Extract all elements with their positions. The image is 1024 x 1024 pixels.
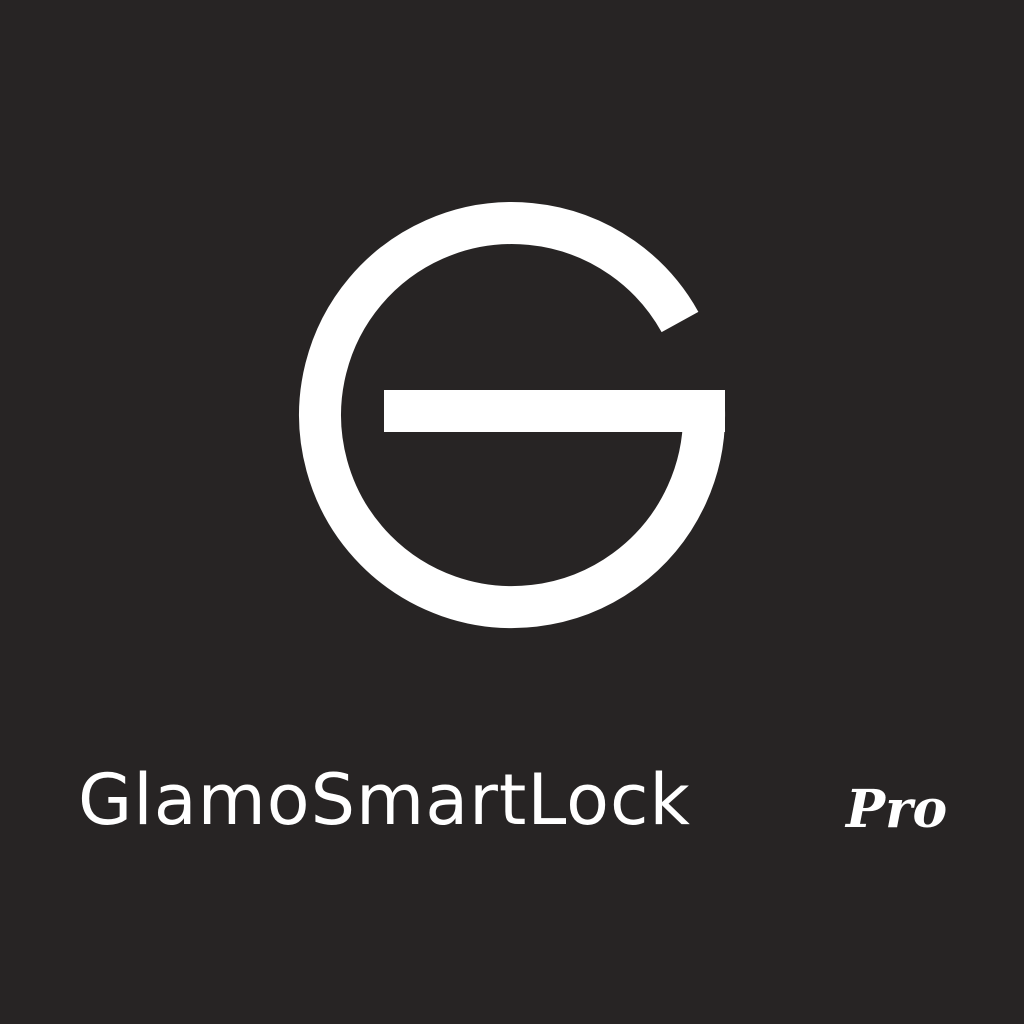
edition-badge: Pro [846, 779, 948, 840]
letter-g-logo-icon [280, 180, 750, 650]
brand-name: GlamoSmartLock [78, 759, 691, 841]
brand-wordmark: GlamoSmartLock Pro [78, 750, 958, 860]
